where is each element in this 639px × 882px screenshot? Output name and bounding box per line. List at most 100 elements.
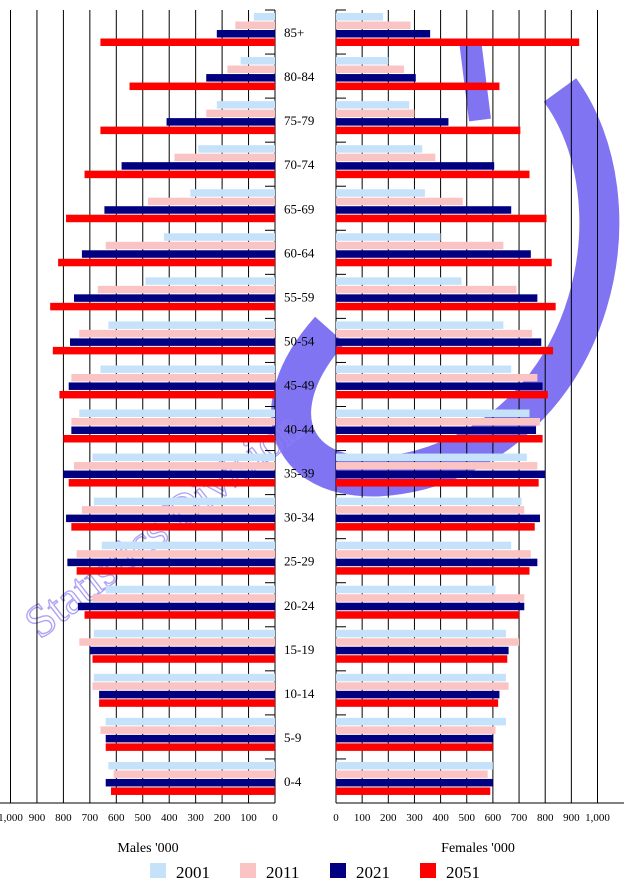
females-bar-2051-0-4 xyxy=(336,787,491,795)
males-bar-2011-60-64 xyxy=(105,241,275,250)
age-label-75-79: 75-79 xyxy=(284,113,314,128)
females-bar-2011-70-74 xyxy=(336,153,436,162)
males-bar-2051-70-74 xyxy=(84,170,275,179)
males-bar-2021-20-24 xyxy=(77,602,275,611)
females-bar-2011-35-39 xyxy=(336,462,538,470)
females-bar-2001-60-64 xyxy=(336,233,441,241)
males-bar-2021-70-74 xyxy=(121,162,275,170)
males-axis-title: Males '000 xyxy=(117,841,178,856)
legend-swatch-2001 xyxy=(150,863,166,878)
males-bar-2021-50-54 xyxy=(70,338,275,346)
males-bar-2011-30-34 xyxy=(81,506,275,514)
females-bar-2021-0-4 xyxy=(336,778,493,787)
males-bar-2021-35-39 xyxy=(63,470,276,479)
males-bar-2021-45-49 xyxy=(68,382,275,390)
males-tick-label: 100 xyxy=(240,812,257,824)
legend-label-2051: 2051 xyxy=(446,863,480,882)
males-bar-2021-30-34 xyxy=(66,514,275,523)
females-bar-2051-85+ xyxy=(336,38,580,46)
females-bar-2011-45-49 xyxy=(336,373,538,382)
females-bar-2051-35-39 xyxy=(336,479,539,487)
males-bar-2011-25-29 xyxy=(76,550,275,558)
males-bar-2051-35-39 xyxy=(68,479,275,487)
females-bar-2011-20-24 xyxy=(336,594,525,602)
males-tick-label: 700 xyxy=(82,812,99,824)
females-bar-2021-35-39 xyxy=(336,470,546,479)
females-bar-2051-60-64 xyxy=(336,258,552,267)
age-label-15-19: 15-19 xyxy=(284,642,314,657)
males-bar-2011-80-84 xyxy=(227,65,275,74)
males-bar-2011-15-19 xyxy=(79,638,276,646)
age-label-70-74: 70-74 xyxy=(284,157,315,172)
males-bar-2021-25-29 xyxy=(67,558,276,567)
age-label-80-84: 80-84 xyxy=(284,69,315,84)
males-bar-2011-5-9 xyxy=(100,726,276,734)
age-label-25-29: 25-29 xyxy=(284,554,314,569)
males-bar-2021-0-4 xyxy=(105,778,275,787)
males-bar-2051-55-59 xyxy=(50,302,275,311)
females-bar-2021-65-69 xyxy=(336,206,512,214)
males-bar-2051-50-54 xyxy=(52,346,275,355)
females-bar-2051-50-54 xyxy=(336,346,554,355)
males-bar-2011-40-44 xyxy=(71,418,276,426)
males-tick-labels: 1,000 900 800 700 600 500 400 300 200 100 0 xyxy=(0,812,278,824)
females-bar-2011-15-19 xyxy=(336,638,520,646)
males-tick-label: 600 xyxy=(108,812,125,824)
males-bar-2051-65-69 xyxy=(66,214,275,223)
females-tick-label: 900 xyxy=(563,812,580,824)
females-bar-2021-5-9 xyxy=(336,734,493,743)
males-bar-2021-65-69 xyxy=(104,206,276,214)
males-bar-2001-50-54 xyxy=(108,321,276,329)
females-bar-2001-0-4 xyxy=(336,761,493,770)
females-bar-2001-20-24 xyxy=(336,585,496,594)
males-bar-2051-45-49 xyxy=(59,390,276,399)
males-bar-2021-55-59 xyxy=(73,294,275,302)
females-bar-2021-15-19 xyxy=(336,646,509,655)
females-bar-2021-85+ xyxy=(336,30,431,38)
males-tick-label: 0 xyxy=(272,812,278,824)
legend-label-2001: 2001 xyxy=(176,863,210,882)
males-bar-2001-45-49 xyxy=(100,365,276,373)
males-bar-2051-15-19 xyxy=(92,655,276,663)
males-bar-2001-80-84 xyxy=(240,57,275,65)
males-bar-2021-15-19 xyxy=(89,646,275,655)
females-panel xyxy=(335,9,624,804)
age-label-85+: 85+ xyxy=(284,25,304,40)
females-tick-label: 800 xyxy=(537,812,554,824)
females-bar-2021-60-64 xyxy=(336,250,531,258)
males-tick-label: 1,000 xyxy=(0,812,23,824)
females-tick-label: 400 xyxy=(432,812,449,824)
legend-label-2011: 2011 xyxy=(266,863,299,882)
age-label-45-49: 45-49 xyxy=(284,377,314,392)
females-tick-label: 200 xyxy=(380,812,397,824)
females-bar-2011-50-54 xyxy=(336,329,533,338)
females-tick-label: 1,000 xyxy=(585,812,610,824)
females-bar-2051-20-24 xyxy=(336,611,520,619)
females-bar-2001-70-74 xyxy=(336,145,423,153)
females-bar-2011-10-14 xyxy=(336,682,509,690)
males-bar-2011-20-24 xyxy=(92,594,276,602)
males-bar-2001-75-79 xyxy=(216,101,275,109)
females-bar-2011-85+ xyxy=(336,21,411,29)
males-bar-2051-0-4 xyxy=(111,787,275,795)
females-bar-2001-25-29 xyxy=(336,541,512,550)
females-bar-2001-10-14 xyxy=(336,673,506,682)
males-bar-2011-55-59 xyxy=(97,285,275,294)
males-bar-2001-10-14 xyxy=(93,673,275,682)
males-bar-2001-25-29 xyxy=(101,541,275,550)
females-bar-2011-65-69 xyxy=(336,197,463,206)
age-label-20-24: 20-24 xyxy=(284,598,315,613)
females-bar-2001-50-54 xyxy=(336,321,504,329)
males-bar-2001-15-19 xyxy=(93,629,275,638)
females-bar-2021-80-84 xyxy=(336,74,416,82)
males-bar-2001-85+ xyxy=(253,13,275,21)
watermark-stroke xyxy=(459,38,491,122)
females-tick-label: 0 xyxy=(333,812,339,824)
age-label-0-4: 0-4 xyxy=(284,774,302,789)
age-label-35-39: 35-39 xyxy=(284,466,314,481)
females-bar-2021-30-34 xyxy=(336,514,540,523)
females-bar-2011-60-64 xyxy=(336,241,504,250)
males-tick-label: 200 xyxy=(214,812,231,824)
males-bar-2011-45-49 xyxy=(71,373,276,382)
